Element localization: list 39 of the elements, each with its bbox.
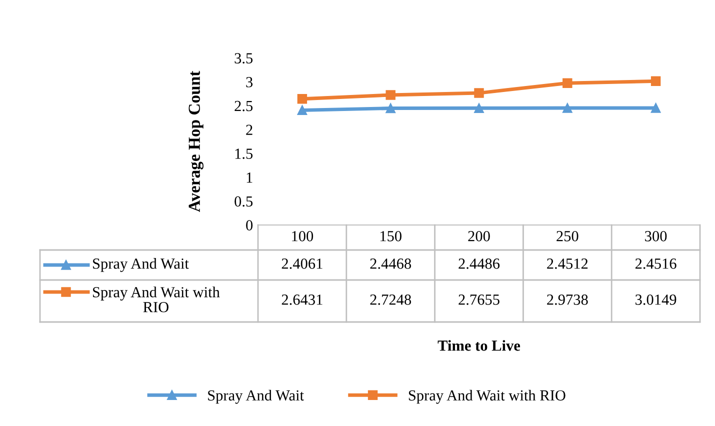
point — [297, 105, 308, 116]
x-tick-label: 150 — [380, 231, 402, 242]
point — [474, 103, 484, 114]
data-label: 2.7655 — [458, 294, 500, 305]
legend-label: Spray And Wait with RIO — [93, 286, 220, 312]
data-label: 2.4468 — [370, 258, 412, 269]
point — [562, 78, 572, 88]
text: Spray And Wait — [208, 390, 304, 404]
y-axis-title: Average Hop Count — [188, 70, 204, 212]
y-tick-label: 1 — [246, 172, 252, 183]
point — [297, 94, 308, 104]
x-tick-label: 250 — [556, 231, 578, 242]
legend-label: Spray And Wait — [93, 258, 189, 272]
data-label: 3.0149 — [636, 294, 676, 305]
text: Spray And Wait with RIO — [408, 390, 566, 404]
data-label: 2.9738 — [547, 294, 588, 305]
y-tick-label: 1.5 — [235, 148, 253, 159]
point — [386, 90, 396, 100]
y-tick-label: 2.5 — [234, 100, 253, 112]
point — [474, 88, 484, 98]
data-label: 2.4516 — [635, 258, 676, 269]
y-tick-label: 2 — [246, 124, 252, 135]
x-tick-label: 100 — [292, 231, 314, 242]
point — [650, 76, 661, 86]
data-label: 2.4061 — [282, 258, 322, 269]
text: Time to Live — [438, 340, 520, 351]
y-tick-label: 3 — [246, 77, 253, 88]
x-tick-label: 200 — [468, 231, 490, 242]
data-label: 2.4512 — [547, 258, 588, 269]
x-tick-label: 300 — [645, 231, 667, 242]
point — [562, 103, 572, 113]
y-tick-label: 0 — [246, 220, 253, 230]
data-label: 2.6431 — [282, 294, 322, 305]
data-label: 2.7248 — [370, 294, 412, 305]
y-tick-label: 3.5 — [234, 53, 253, 64]
point — [650, 103, 661, 113]
data-label: 2.4486 — [458, 258, 500, 269]
y-tick-label: 0.5 — [234, 196, 253, 207]
point — [386, 103, 396, 114]
